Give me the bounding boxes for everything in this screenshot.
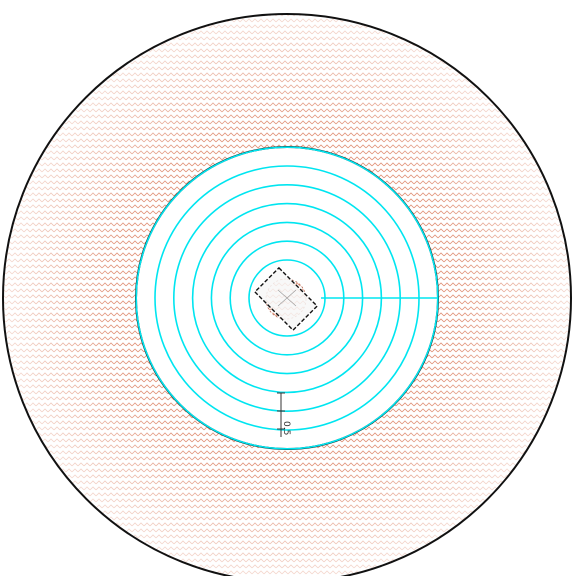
- spiral-coil: [135, 146, 439, 450]
- center-pad: [253, 266, 319, 332]
- spiral-turn-7: [135, 146, 439, 450]
- outer-boundary-circle: [2, 13, 572, 576]
- dimension-label: 0.5: [281, 421, 291, 435]
- center-pad-inner-mark: [277, 289, 297, 307]
- dimension-marker: 0.5: [277, 392, 291, 437]
